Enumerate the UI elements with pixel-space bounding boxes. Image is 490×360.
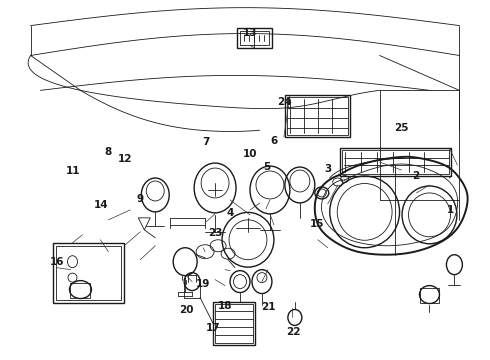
Text: 8: 8 (104, 147, 112, 157)
Text: 20: 20 (179, 305, 194, 315)
Text: 6: 6 (270, 136, 278, 145)
Bar (419, 288, 440, 302)
Text: 19: 19 (196, 279, 211, 289)
Text: 13: 13 (243, 28, 257, 38)
Bar (52, 243, 124, 302)
Bar (215, 303, 253, 343)
Text: 2: 2 (413, 171, 419, 181)
Bar (71, 283, 91, 298)
Text: 18: 18 (218, 301, 233, 311)
Bar (240, 31, 269, 45)
Text: 24: 24 (277, 97, 292, 107)
Text: 5: 5 (263, 162, 270, 172)
Bar (285, 95, 350, 137)
Text: 25: 25 (394, 123, 409, 133)
Bar (340, 148, 451, 176)
Bar (55, 246, 122, 300)
Text: 15: 15 (310, 219, 324, 229)
Bar (342, 150, 449, 174)
Text: 17: 17 (206, 323, 220, 333)
Text: 14: 14 (94, 200, 108, 210)
Text: 23: 23 (208, 228, 223, 238)
Bar (287, 97, 348, 135)
Bar (237, 28, 272, 48)
Text: 1: 1 (446, 206, 454, 216)
Text: 10: 10 (243, 149, 257, 159)
Text: 4: 4 (227, 208, 234, 218)
Text: 22: 22 (287, 327, 301, 337)
Text: 12: 12 (118, 154, 132, 164)
Text: 21: 21 (261, 302, 276, 312)
Text: 3: 3 (324, 164, 332, 174)
Text: 11: 11 (66, 166, 80, 176)
Bar (213, 302, 255, 345)
Text: 7: 7 (202, 138, 210, 147)
Text: 16: 16 (49, 257, 64, 267)
Text: 9: 9 (136, 194, 144, 204)
